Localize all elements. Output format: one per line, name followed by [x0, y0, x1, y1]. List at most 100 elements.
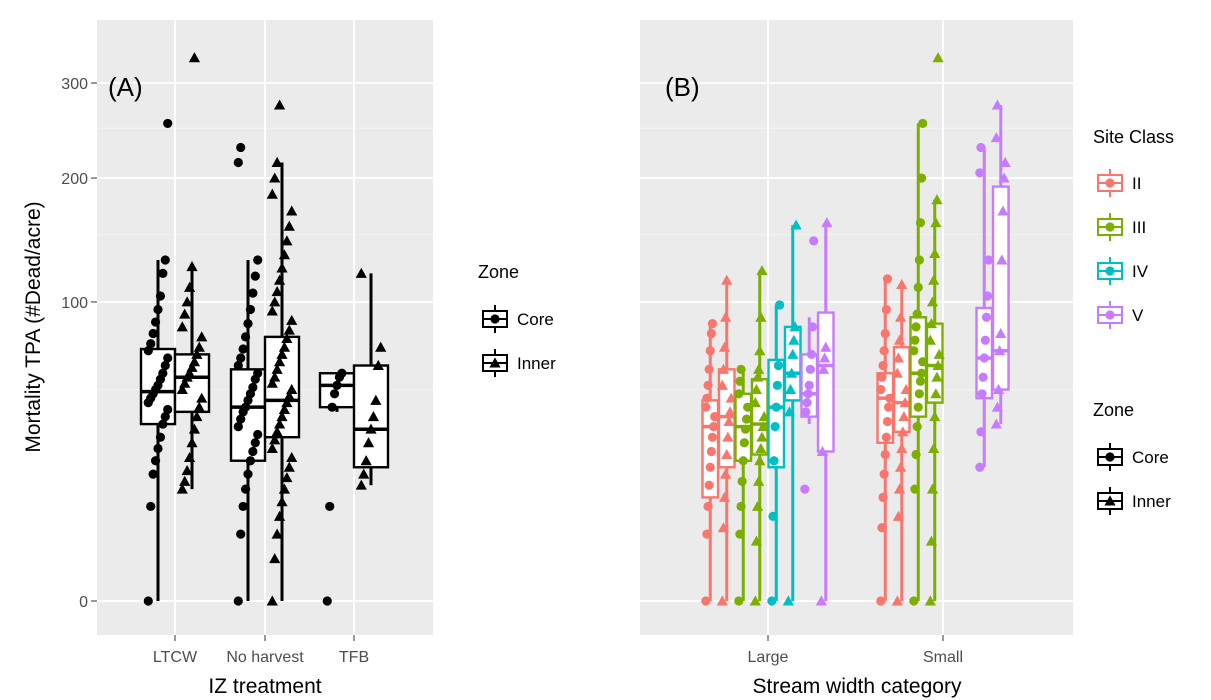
data-point	[703, 380, 713, 390]
data-point	[756, 265, 768, 276]
data-point	[736, 364, 746, 374]
data-point	[999, 156, 1011, 167]
data-point	[876, 384, 886, 395]
data-point	[740, 424, 751, 434]
data-point	[150, 317, 161, 327]
data-point	[977, 389, 987, 399]
data-point	[276, 262, 288, 273]
data-point	[976, 427, 986, 437]
data-point	[704, 480, 714, 490]
data-point	[925, 318, 938, 329]
data-point	[897, 426, 909, 437]
data-point	[891, 595, 903, 606]
y-tick-label: 0	[79, 594, 88, 611]
legend-site-class-key-iii: III	[1097, 213, 1146, 241]
box	[352, 364, 390, 469]
data-point	[892, 510, 905, 521]
data-point	[931, 371, 943, 382]
data-point	[914, 255, 924, 265]
data-point	[355, 479, 367, 490]
data-point	[702, 529, 712, 539]
data-point	[322, 596, 332, 606]
data-point	[179, 475, 191, 486]
data-point	[932, 52, 944, 63]
y-tick-label: 200	[61, 171, 88, 188]
data-point	[755, 442, 767, 453]
data-point	[705, 462, 715, 472]
box-large-iii-inner	[749, 265, 770, 606]
data-point	[191, 411, 203, 422]
data-point	[898, 411, 910, 422]
data-point	[882, 274, 893, 284]
legend-marker	[1105, 266, 1115, 276]
data-point	[236, 529, 246, 539]
data-point	[283, 220, 295, 231]
legend-a-title: Zone	[478, 262, 519, 282]
data-point	[281, 235, 293, 246]
data-point	[736, 501, 746, 512]
data-point	[716, 595, 728, 606]
legend-marker	[1105, 178, 1115, 188]
data-point	[801, 407, 811, 417]
data-point	[751, 371, 764, 382]
box-small-ii-core	[876, 274, 895, 606]
data-point	[896, 442, 908, 453]
data-point	[704, 364, 714, 374]
data-point	[991, 99, 1004, 110]
data-point	[896, 278, 908, 289]
data-point	[753, 363, 765, 374]
data-point	[982, 291, 993, 301]
box-small-v-core	[975, 142, 994, 472]
data-point	[879, 469, 889, 479]
box-small-iii-inner	[924, 52, 945, 606]
data-point	[276, 411, 288, 422]
data-point	[253, 429, 263, 440]
box-large-iii-core	[734, 364, 753, 606]
data-point	[975, 168, 985, 178]
data-point	[802, 398, 812, 408]
data-point	[895, 461, 907, 472]
legend-b-zone-key-inner: Inner	[1097, 487, 1171, 515]
box-large-v-core	[800, 236, 819, 494]
panel-a-x-axis-title: IZ treatment	[208, 675, 321, 698]
data-point	[734, 389, 744, 399]
data-point	[233, 360, 243, 371]
data-point	[910, 335, 920, 345]
legend-label: IV	[1132, 262, 1149, 281]
legend-a-keys: Core Inner	[482, 305, 556, 377]
data-point	[891, 367, 903, 378]
data-point	[707, 319, 718, 329]
data-point	[153, 443, 163, 454]
data-point	[236, 142, 246, 153]
data-point	[739, 438, 749, 448]
data-point	[286, 314, 298, 325]
data-point	[909, 596, 919, 606]
data-point	[702, 393, 712, 403]
data-point	[990, 418, 1002, 429]
data-point	[273, 418, 286, 429]
data-point	[273, 274, 286, 285]
data-point	[278, 249, 291, 260]
data-point	[991, 401, 1004, 412]
box	[816, 311, 835, 453]
data-point	[329, 389, 340, 399]
data-point	[701, 402, 711, 412]
data-point	[928, 442, 940, 453]
data-point	[916, 173, 927, 183]
legend-label: III	[1132, 218, 1146, 237]
data-point	[286, 383, 298, 395]
data-point	[718, 491, 731, 502]
data-point	[266, 188, 278, 199]
data-point	[912, 422, 922, 432]
data-point	[703, 501, 713, 512]
data-point	[912, 309, 922, 319]
data-point	[931, 194, 943, 205]
data-point	[233, 422, 243, 432]
data-point	[928, 274, 940, 285]
data-point	[789, 321, 801, 332]
data-point	[176, 383, 188, 395]
data-point	[717, 522, 730, 533]
data-point	[269, 296, 281, 307]
panel-a-label: (A)	[108, 72, 143, 102]
